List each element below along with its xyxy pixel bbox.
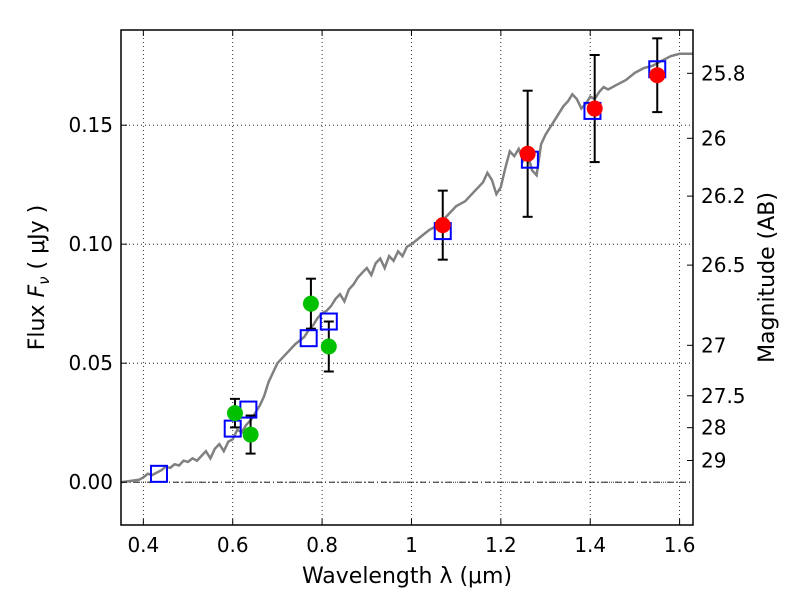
x-tick-label: 0.8: [306, 533, 338, 557]
data-markers: [149, 60, 667, 483]
magnitude-tick-label: 28: [701, 416, 726, 440]
model-photometry-square: [319, 312, 338, 331]
x-tick-label: 1.6: [664, 533, 696, 557]
ir-data-point: [586, 100, 603, 117]
magnitude-tick-label: 27.5: [701, 384, 746, 408]
error-bars: [229, 37, 663, 455]
ir-data-point: [649, 67, 666, 84]
magnitude-tick-label: 25.8: [701, 61, 746, 85]
x-ticks: 0.4 0.6 0.8 1 1.2 1.4 1.6: [127, 30, 696, 557]
plot-frame: [120, 29, 694, 526]
x-tick-label: 0.6: [217, 533, 249, 557]
model-spectrum-line: [120, 52, 693, 484]
x-axis-label: Wavelength λ (μm): [302, 564, 512, 589]
grid-layer: [121, 30, 693, 525]
hst-data-point: [242, 426, 259, 443]
ir-data-point: [434, 217, 451, 234]
magnitude-tick-label: 27: [701, 333, 726, 357]
magnitude-tick-label: 29: [701, 449, 726, 473]
magnitude-tick-label: 26.5: [701, 253, 746, 277]
x-tick-label: 1: [405, 533, 418, 557]
magnitude-tick-label: 26.2: [701, 184, 746, 208]
model-photometry-square: [149, 464, 168, 483]
model-photometry-square: [299, 329, 318, 348]
y-tick-label: 0.15: [68, 113, 113, 137]
magnitude-ticks: 25.8 26 26.2 26.5 27 27.5 28 29: [687, 61, 746, 473]
hst-data-point: [302, 295, 319, 312]
y-ticks: 0.00 0.05 0.10 0.15: [68, 113, 127, 494]
y-axis-label: Flux Fν ( μJy ): [25, 205, 53, 350]
y-axis-label-main: Flux: [25, 297, 50, 350]
y-tick-label: 0.10: [68, 232, 113, 256]
hst-data-point: [320, 338, 337, 355]
y-axis-label-subscript: ν: [35, 276, 53, 284]
x-tick-label: 0.4: [127, 533, 159, 557]
x-tick-label: 1.2: [485, 533, 517, 557]
x-tick-label: 1.4: [574, 533, 606, 557]
y-tick-label: 0.05: [68, 351, 113, 375]
y-tick-label: 0.00: [68, 470, 113, 494]
y-axis-label-unit: ( μJy ): [25, 205, 50, 277]
magnitude-axis-label: Magnitude (AB): [755, 192, 780, 363]
hst-data-point: [226, 405, 243, 422]
y-axis-label-symbol: F: [25, 284, 50, 297]
magnitude-tick-label: 26: [701, 126, 726, 150]
ir-data-point: [519, 145, 536, 162]
